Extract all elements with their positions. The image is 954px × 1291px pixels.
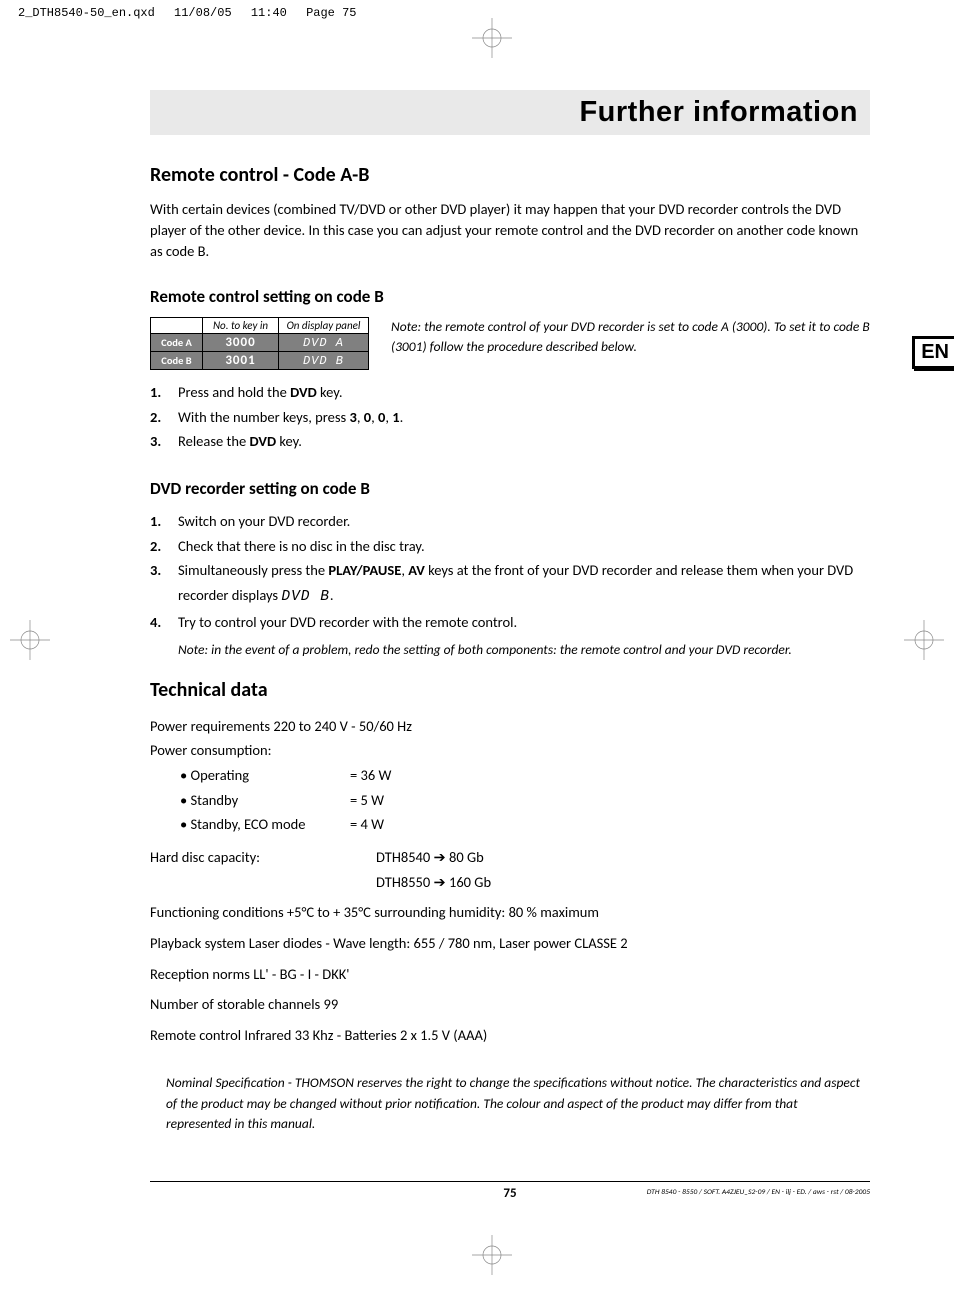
section-banner: Further information xyxy=(150,90,870,135)
page-number: 75 xyxy=(503,1186,516,1201)
code-table: No. to key in On display panel Code A 30… xyxy=(150,317,369,370)
language-badge: EN xyxy=(912,336,954,369)
code-a-key: 3000 xyxy=(203,334,279,352)
code-b-key: 3001 xyxy=(203,352,279,370)
heading-remote-code: Remote control - Code A-B xyxy=(150,163,870,187)
table-row: Code B 3001 DVD B xyxy=(151,352,369,370)
step-text: Press and hold the DVD key. xyxy=(178,380,870,405)
heading-technical-data: Technical data xyxy=(150,678,870,702)
registration-mark-right-icon xyxy=(904,620,944,660)
list-item: 1. Switch on your DVD recorder. xyxy=(150,509,870,534)
tech-line: Playback system Laser diodes - Wave leng… xyxy=(150,931,870,956)
list-item: 1. Press and hold the DVD key. xyxy=(150,380,870,405)
file-page: Page 75 xyxy=(306,6,356,20)
hard-disc-row: DTH8550 ➔ 160 Gb xyxy=(150,870,870,895)
consumption-value: = 36 W xyxy=(350,763,391,788)
consumption-row: Standby, ECO mode = 4 W xyxy=(150,812,870,837)
step-number: 2. xyxy=(150,534,178,559)
file-time: 11:40 xyxy=(251,6,287,20)
code-b-label: Code B xyxy=(151,352,203,370)
step-number: 1. xyxy=(150,509,178,534)
consumption-value: = 5 W xyxy=(350,788,384,813)
consumption-value: = 4 W xyxy=(350,812,384,837)
list-item: 3. Release the DVD key. xyxy=(150,429,870,454)
file-name: 2_DTH8540-50_en.qxd xyxy=(18,6,155,20)
code-b-display: DVD B xyxy=(279,352,369,370)
step-number: 2. xyxy=(150,405,178,430)
code-note: Note: the remote control of your DVD rec… xyxy=(391,317,870,356)
consumption-label: Operating xyxy=(150,763,350,788)
code-table-header-keyin: No. to key in xyxy=(203,318,279,334)
power-requirements: Power requirements 220 to 240 V - 50/60 … xyxy=(150,714,870,739)
list-item: 2. With the number keys, press 3, 0, 0, … xyxy=(150,405,870,430)
table-row: Code A 3000 DVD A xyxy=(151,334,369,352)
power-consumption-label: Power consumption: xyxy=(150,738,870,763)
table-row: No. to key in On display panel xyxy=(151,318,369,334)
consumption-label: Standby, ECO mode xyxy=(150,812,350,837)
list-item: 3. Simultaneously press the PLAY/PAUSE, … xyxy=(150,558,870,609)
page-footer: 75 DTH 8540 - 8550 / SOFT. A4ZJEU_S2-09 … xyxy=(150,1181,870,1201)
tech-line: Reception norms LL' - BG - I - DKK' xyxy=(150,962,870,987)
hard-disc-value: DTH8540 ➔ 80 Gb xyxy=(376,845,484,870)
step-number: 4. xyxy=(150,610,178,635)
step-text: Switch on your DVD recorder. xyxy=(178,509,870,534)
tech-line: Number of storable channels 99 xyxy=(150,992,870,1017)
registration-mark-left-icon xyxy=(10,620,50,660)
hard-disc-label: Hard disc capacity: xyxy=(150,845,376,870)
remote-intro-paragraph: With certain devices (combined TV/DVD or… xyxy=(150,199,870,262)
document-id: DTH 8540 - 8550 / SOFT. A4ZJEU_S2-09 / E… xyxy=(647,1188,870,1197)
code-a-label: Code A xyxy=(151,334,203,352)
rc-steps-list: 1. Press and hold the DVD key. 2. With t… xyxy=(150,380,870,454)
consumption-row: Standby = 5 W xyxy=(150,788,870,813)
step-text: Check that there is no disc in the disc … xyxy=(178,534,870,559)
step-text: Simultaneously press the PLAY/PAUSE, AV … xyxy=(178,558,870,609)
page-content: Further information Remote control - Cod… xyxy=(150,90,870,1134)
heading-rc-setting: Remote control setting on code B xyxy=(150,286,870,307)
crop-mark-bottom-icon xyxy=(472,1235,512,1275)
code-a-display: DVD A xyxy=(279,334,369,352)
crop-mark-top-icon xyxy=(472,18,512,58)
tech-line: Remote control Infrared 33 Khz - Batteri… xyxy=(150,1023,870,1048)
step-text: With the number keys, press 3, 0, 0, 1. xyxy=(178,405,870,430)
code-table-header-display: On display panel xyxy=(279,318,369,334)
consumption-label: Standby xyxy=(150,788,350,813)
list-item: 2. Check that there is no disc in the di… xyxy=(150,534,870,559)
list-item: 4. Try to control your DVD recorder with… xyxy=(150,610,870,635)
step-text: Try to control your DVD recorder with th… xyxy=(178,610,870,635)
dvd-steps-list: 1. Switch on your DVD recorder. 2. Check… xyxy=(150,509,870,634)
heading-dvd-setting: DVD recorder setting on code B xyxy=(150,478,870,499)
dvd-note: Note: in the event of a problem, redo th… xyxy=(178,640,870,660)
hard-disc-row: Hard disc capacity: DTH8540 ➔ 80 Gb xyxy=(150,845,870,870)
file-date: 11/08/05 xyxy=(174,6,232,20)
step-number: 3. xyxy=(150,558,178,609)
code-table-header-blank xyxy=(151,318,203,334)
consumption-row: Operating = 36 W xyxy=(150,763,870,788)
step-number: 3. xyxy=(150,429,178,454)
technical-data-list: Power requirements 220 to 240 V - 50/60 … xyxy=(150,714,870,1048)
step-text: Release the DVD key. xyxy=(178,429,870,454)
file-meta: 2_DTH8540-50_en.qxd 11/08/05 11:40 Page … xyxy=(18,6,368,20)
disclaimer: Nominal Specification - THOMSON reserves… xyxy=(166,1073,860,1134)
tech-line: Functioning conditions +5°C to + 35°C su… xyxy=(150,900,870,925)
step-number: 1. xyxy=(150,380,178,405)
hard-disc-value: DTH8550 ➔ 160 Gb xyxy=(376,870,491,895)
